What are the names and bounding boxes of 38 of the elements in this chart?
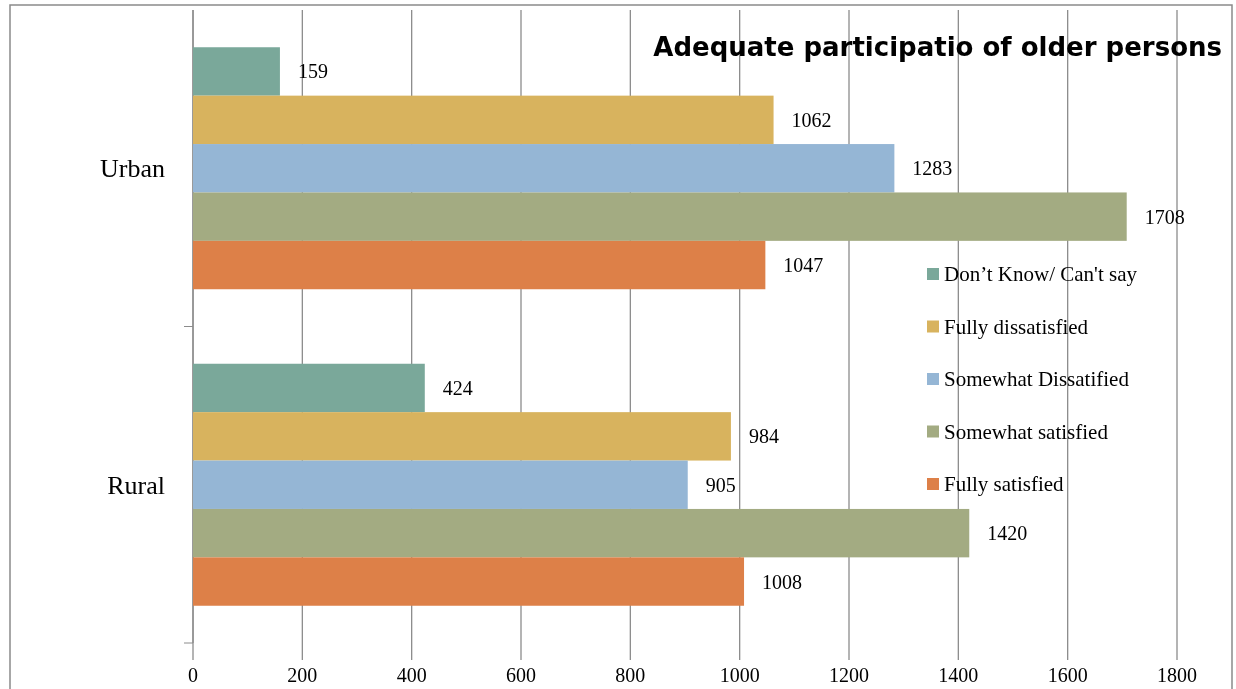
legend-label: Don’t Know/ Can't say xyxy=(944,262,1138,286)
data-label: 1062 xyxy=(791,108,832,131)
bar xyxy=(193,363,425,413)
x-tick-label: 1800 xyxy=(1157,664,1197,686)
bar xyxy=(193,557,745,606)
x-tick-label: 1000 xyxy=(719,664,760,686)
x-tick-label: 1400 xyxy=(938,664,979,686)
bar xyxy=(193,412,731,461)
x-tick-label: 1200 xyxy=(829,664,869,686)
x-tick-label: 800 xyxy=(615,664,646,686)
data-label: 984 xyxy=(748,425,779,448)
bar xyxy=(193,240,766,290)
x-tick-label: 400 xyxy=(396,664,427,686)
text: Adequate participatio of older persons xyxy=(653,32,1222,62)
x-tick-label: 0 xyxy=(188,664,198,686)
bar xyxy=(193,144,895,193)
y-tick-label: Urban xyxy=(100,154,165,184)
legend-label: Fully satisfied xyxy=(944,472,1065,496)
legend-label: Somewhat satisfied xyxy=(944,419,1109,444)
y-tick-label: Rural xyxy=(107,470,165,500)
x-tick-label: 1600 xyxy=(1047,664,1088,686)
data-label: 1283 xyxy=(912,157,953,180)
bar xyxy=(193,47,280,96)
data-label: 159 xyxy=(297,60,328,83)
data-label: 1708 xyxy=(1144,205,1185,228)
data-label: 1420 xyxy=(987,522,1028,545)
x-tick-label: 200 xyxy=(287,664,318,686)
legend-label: Fully dissatisfied xyxy=(944,314,1089,339)
data-label: 905 xyxy=(705,473,736,496)
x-tick-label: 600 xyxy=(506,664,536,686)
bar xyxy=(193,508,970,558)
data-label: 424 xyxy=(442,376,473,399)
data-label: 1047 xyxy=(783,254,824,277)
bar xyxy=(193,95,774,145)
bar xyxy=(193,460,688,509)
bar xyxy=(193,192,1127,241)
legend-label: Somewhat Dissatified xyxy=(944,367,1130,391)
data-label: 1008 xyxy=(762,570,803,593)
